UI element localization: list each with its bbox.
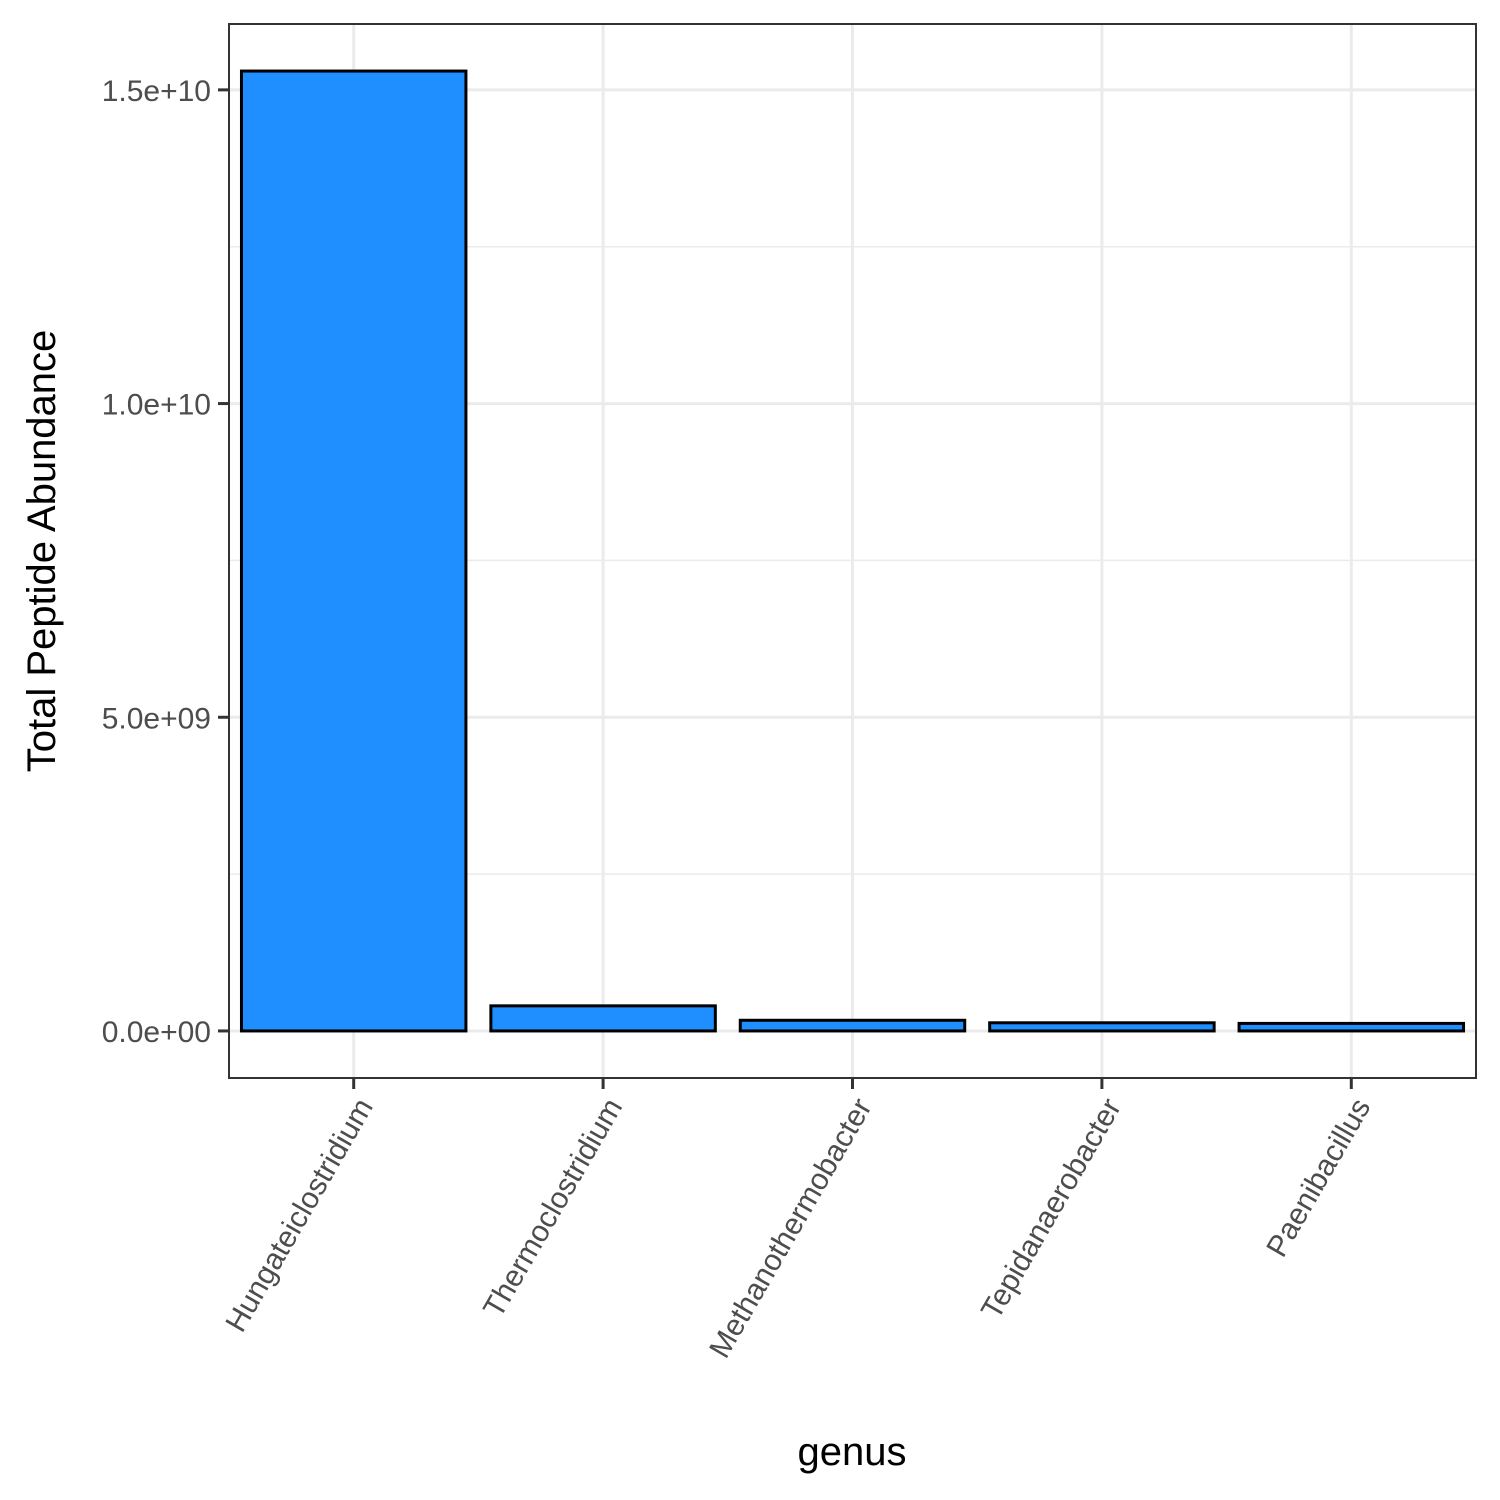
y-tick-label: 1.0e+10 [102,389,211,422]
bar [988,1021,1216,1033]
bar [489,1004,717,1033]
y-axis: 0.0e+00 5.0e+09 1.0e+10 1.5e+10 [102,75,229,1049]
y-tick-label: 0.0e+00 [102,1016,211,1049]
bar [1237,1021,1466,1033]
x-axis-title: genus [798,1430,907,1474]
bar [738,1018,967,1033]
y-tick-label: 1.5e+10 [102,75,211,108]
bars [239,69,1466,1033]
y-axis-title: Total Peptide Abundance [20,330,64,773]
bar [239,69,468,1033]
y-tick-label: 5.0e+09 [102,702,211,735]
